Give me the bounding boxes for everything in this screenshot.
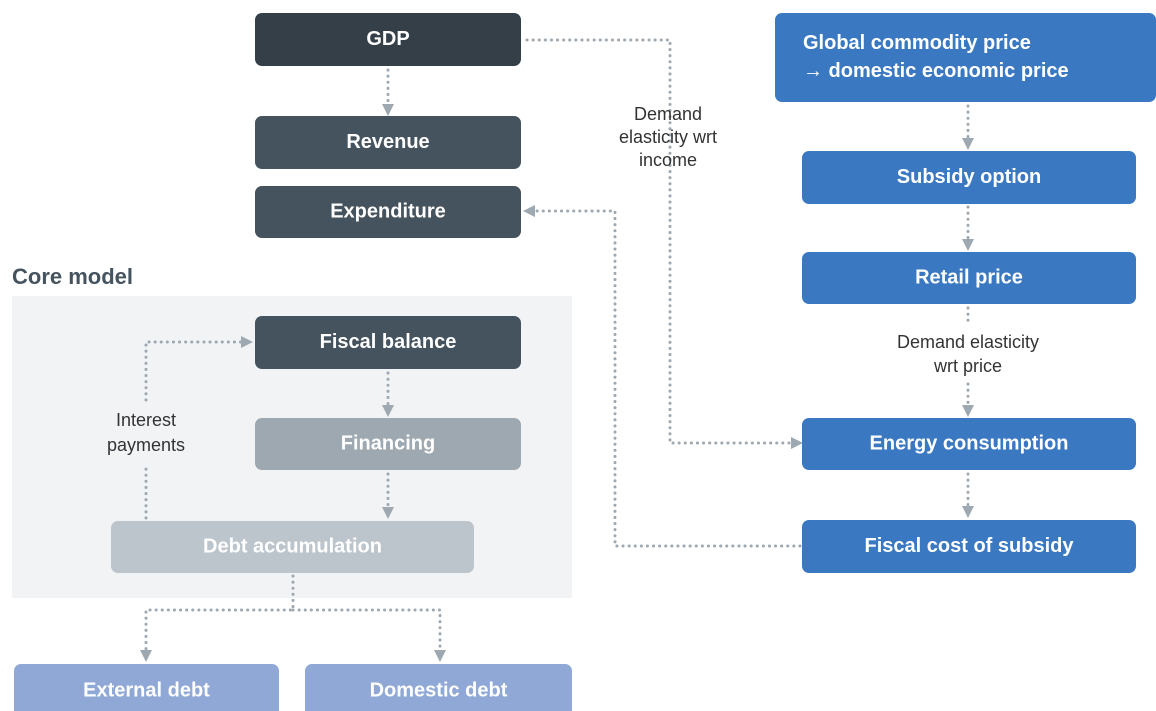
edge-label: Demand elasticity (897, 332, 1039, 352)
node-label: GDP (366, 28, 409, 50)
node-label: Retail price (915, 266, 1023, 288)
node-box (255, 186, 521, 238)
node-label: Financing (341, 432, 435, 454)
node-box (802, 252, 1136, 304)
node-box (775, 13, 1156, 102)
node-label: Fiscal cost of subsidy (865, 535, 1075, 557)
edge-label: Interest (116, 410, 176, 430)
node-box (111, 521, 474, 573)
node-box (255, 418, 521, 470)
node-label: Fiscal balance (320, 331, 457, 353)
node-label: Domestic debt (370, 679, 508, 701)
node-label: Subsidy option (897, 166, 1041, 188)
node-box (802, 520, 1136, 573)
node-box (802, 151, 1136, 204)
node-label: → domestic economic price (803, 60, 1069, 82)
edge-label: wrt price (933, 356, 1002, 376)
node-box (255, 316, 521, 369)
node-box (255, 116, 521, 169)
edge-label: Demand (634, 104, 702, 124)
core-title: Core model (12, 264, 133, 289)
connectors (140, 38, 974, 662)
node-box (305, 664, 572, 711)
edge-label: payments (107, 435, 185, 455)
node-label: Revenue (346, 131, 429, 153)
node-label: Energy consumption (870, 432, 1069, 454)
edge-label: income (639, 150, 697, 170)
node-box (802, 418, 1136, 470)
node-box (255, 13, 521, 66)
node-box (14, 664, 279, 711)
node-label: Expenditure (330, 200, 446, 222)
node-label: Global commodity price (803, 32, 1031, 54)
node-label: External debt (83, 679, 210, 701)
edge-label: elasticity wrt (619, 127, 717, 147)
node-label: Debt accumulation (203, 535, 382, 557)
